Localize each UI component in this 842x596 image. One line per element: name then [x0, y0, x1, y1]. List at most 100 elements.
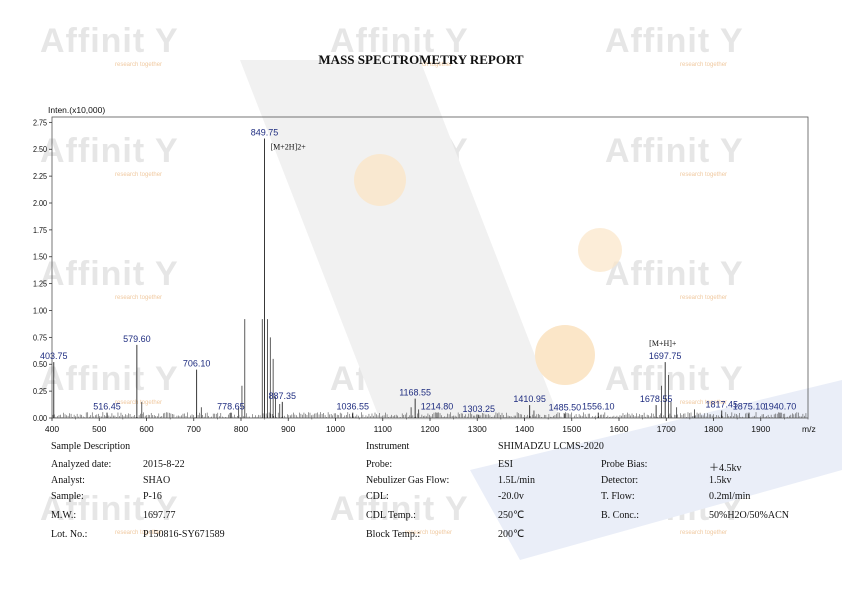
y-tick-label: 1.50 — [33, 252, 48, 262]
peak-annotation: [M+H]+ — [649, 339, 677, 348]
x-tick-label: 1400 — [515, 424, 534, 434]
mass-spectrum-chart: 0.00 0.25 0.50 0.75 1.00 1.25 1.50 1.75 2.00 2.25… — [33, 105, 816, 434]
info-label: Block Temp.: — [366, 529, 421, 540]
info-label: M.W.: — [51, 510, 77, 521]
watermark-logo: Affinit Y — [40, 360, 179, 398]
peak-label: 1485.50 — [549, 403, 582, 413]
info-label: T. Flow: — [601, 491, 635, 502]
watermark-logo: Affinit Y — [605, 255, 744, 293]
x-tick-label: 800 — [234, 424, 248, 434]
watermark-tagline: research together — [680, 530, 728, 536]
peak-label: 1214.80 — [421, 402, 454, 412]
peak-label: 706.10 — [183, 359, 211, 369]
x-tick-label: 1600 — [610, 424, 629, 434]
watermark-logo: Affinit Y — [40, 490, 179, 528]
watermark-tagline: research together — [115, 295, 163, 301]
watermark-logo: Affinit Y — [40, 255, 179, 293]
y-tick-label: 2.50 — [33, 145, 48, 155]
plot-frame — [51, 116, 809, 419]
x-tick-label: 1000 — [326, 424, 345, 434]
x-tick-label: 1300 — [468, 424, 487, 434]
info-value: ＋4.5kv — [709, 463, 742, 474]
info-label: Probe Bias: — [601, 459, 648, 470]
info-value: 2015-8-22 — [143, 459, 185, 470]
peak-label: 516.45 — [93, 402, 121, 412]
watermark-tagline: research together — [680, 295, 728, 301]
x-tick-label: 700 — [187, 424, 201, 434]
y-tick-label: 0.75 — [33, 333, 48, 343]
peak-label: 1036.55 — [336, 402, 369, 412]
peak-label: 1678.55 — [640, 394, 673, 404]
peak-label: 403.75 — [40, 351, 68, 361]
watermark-logo: Affinit Y — [330, 490, 469, 528]
info-label: Instrument — [366, 441, 410, 452]
info-label: Lot. No.: — [51, 529, 88, 540]
info-value: 50%H2O/50%ACN — [709, 510, 789, 521]
x-tick-label: 1500 — [562, 424, 581, 434]
peak-label: 579.60 — [123, 334, 151, 344]
watermark-logo: Affinit Y — [605, 360, 744, 398]
info-value: -20.0v — [498, 491, 524, 502]
x-tick-label: 1100 — [374, 424, 393, 434]
y-tick-label: 2.25 — [33, 172, 48, 182]
info-value: P150816-SY671589 — [143, 529, 225, 540]
info-label: Analyzed date: — [51, 459, 112, 470]
y-tick-label: 1.75 — [33, 225, 48, 235]
peak-label: 1940.70 — [764, 402, 797, 412]
y-tick-label: 0.00 — [33, 413, 48, 423]
info-label: Sample: — [51, 491, 84, 502]
info-label: Nebulizer Gas Flow: — [366, 475, 450, 486]
y-tick-label: 2.75 — [33, 118, 48, 128]
watermark-tagline: research together — [405, 530, 453, 536]
watermark-logo: Affinit Y — [330, 22, 469, 60]
watermark-logo: Affinit Y — [40, 132, 179, 170]
watermark-tagline: research together — [680, 400, 728, 406]
watermark-tagline: research together — [115, 530, 163, 536]
info-value: ESI — [498, 459, 513, 470]
y-tick-label: 1.25 — [33, 279, 48, 289]
info-label: CDL Temp.: — [366, 510, 416, 521]
watermark-tagline: research together — [115, 172, 163, 178]
y-tick-label: 2.00 — [33, 198, 48, 208]
report-title: MASS SPECTROMETRY REPORT — [318, 52, 524, 67]
y-tick-label: 1.00 — [33, 306, 48, 316]
info-value: 1.5kv — [709, 475, 732, 486]
watermark-tagline: research together — [405, 62, 453, 68]
peak-label: 1168.55 — [399, 388, 431, 398]
x-axis-label: m/z — [802, 424, 816, 434]
peak-label: 1410.95 — [513, 394, 546, 404]
watermark-tagline: research together — [115, 62, 163, 68]
info-value: 0.2ml/min — [709, 491, 751, 502]
watermark-logo: Affinit Y — [605, 22, 744, 60]
peak-label: 1875.10 — [733, 402, 766, 412]
watermark-tagline: research together — [680, 62, 728, 68]
peak-label: 1817.45 — [705, 399, 738, 409]
info-label: Sample Description — [51, 441, 131, 452]
x-tick-label: 1700 — [657, 424, 676, 434]
info-value: 250℃ — [498, 510, 525, 521]
y-axis-label: Inten.(x10,000) — [48, 105, 105, 115]
peak-label: 1303.25 — [463, 404, 496, 414]
y-tick-label: 0.25 — [33, 387, 48, 397]
peak-label: 887.35 — [269, 391, 297, 401]
peak-label: 849.75 — [251, 128, 279, 138]
x-tick-label: 1900 — [751, 424, 770, 434]
info-label: CDL: — [366, 491, 389, 502]
info-label: Probe: — [366, 459, 393, 470]
info-label: B. Conc.: — [601, 510, 640, 521]
watermark-tagline: research together — [680, 172, 728, 178]
info-value: 1.5L/min — [498, 475, 535, 486]
info-value: 1697.77 — [143, 510, 176, 521]
peak-label: 1556.10 — [582, 402, 615, 412]
peak-label: 1697.75 — [649, 351, 682, 361]
peak-label: 778.65 — [217, 402, 245, 412]
watermark-tagline: research together — [115, 400, 163, 406]
info-value: SHIMADZU LCMS-2020 — [498, 441, 604, 452]
info-label: Analyst: — [51, 475, 85, 486]
info-value: P-16 — [143, 491, 162, 502]
x-tick-label: 400 — [45, 424, 59, 434]
info-value: SHAO — [143, 475, 171, 486]
peak-annotation: [M+2H]2+ — [271, 143, 307, 152]
watermark-logo: Affinit Y — [40, 22, 179, 60]
